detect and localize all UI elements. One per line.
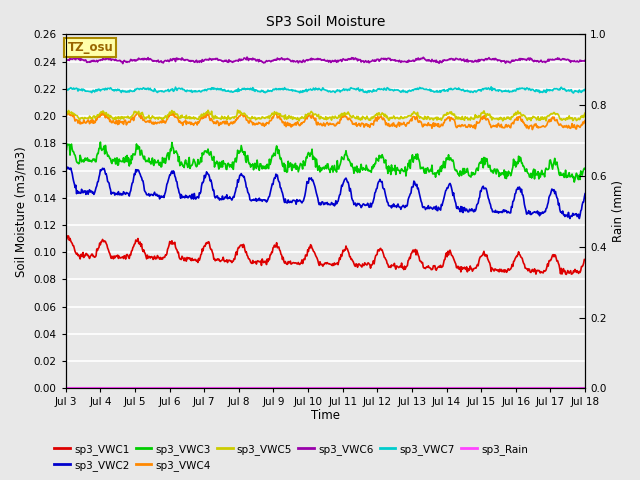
sp3_VWC5: [389, 115, 397, 121]
sp3_VWC3: [178, 161, 186, 167]
sp3_Rain: [71, 384, 79, 390]
sp3_VWC5: [62, 111, 70, 117]
sp3_VWC7: [487, 84, 495, 90]
sp3_VWC3: [71, 152, 79, 158]
X-axis label: Time: Time: [311, 409, 340, 422]
sp3_VWC2: [404, 197, 412, 203]
sp3_VWC3: [581, 166, 589, 172]
sp3_VWC6: [405, 57, 413, 63]
sp3_VWC6: [178, 55, 186, 61]
sp3_VWC6: [125, 59, 133, 65]
sp3_VWC5: [234, 107, 241, 113]
sp3_VWC5: [404, 113, 412, 119]
sp3_VWC6: [119, 61, 127, 67]
sp3_VWC4: [389, 120, 397, 126]
Line: sp3_VWC3: sp3_VWC3: [66, 142, 585, 182]
Text: TZ_osu: TZ_osu: [67, 41, 113, 54]
Line: sp3_VWC7: sp3_VWC7: [66, 87, 585, 93]
Line: sp3_VWC1: sp3_VWC1: [66, 236, 585, 275]
sp3_VWC4: [178, 120, 186, 126]
sp3_VWC3: [389, 166, 397, 171]
sp3_VWC2: [389, 204, 397, 209]
sp3_VWC1: [72, 250, 79, 256]
sp3_VWC7: [205, 86, 212, 92]
sp3_VWC7: [570, 90, 577, 96]
sp3_VWC3: [125, 163, 133, 169]
sp3_VWC2: [125, 193, 133, 199]
sp3_VWC3: [205, 152, 213, 158]
sp3_VWC1: [178, 253, 186, 259]
sp3_VWC6: [205, 56, 213, 61]
sp3_VWC1: [581, 257, 589, 263]
sp3_VWC1: [404, 258, 412, 264]
sp3_VWC7: [125, 88, 132, 94]
sp3_VWC1: [205, 241, 213, 247]
sp3_VWC6: [243, 54, 251, 60]
sp3_VWC4: [581, 118, 589, 123]
sp3_VWC3: [62, 145, 70, 151]
sp3_VWC2: [62, 168, 70, 174]
sp3_VWC7: [388, 87, 396, 93]
Title: SP3 Soil Moisture: SP3 Soil Moisture: [266, 15, 385, 29]
sp3_VWC3: [97, 139, 104, 145]
sp3_VWC3: [404, 160, 412, 166]
sp3_VWC1: [389, 263, 397, 269]
sp3_VWC5: [177, 115, 185, 120]
sp3_VWC2: [581, 191, 589, 196]
sp3_Rain: [125, 384, 132, 390]
sp3_VWC1: [563, 272, 570, 277]
sp3_VWC7: [71, 86, 79, 92]
sp3_Rain: [388, 384, 396, 390]
sp3_VWC1: [125, 255, 133, 261]
sp3_VWC7: [177, 85, 185, 91]
sp3_VWC6: [62, 57, 70, 63]
sp3_VWC1: [64, 233, 72, 239]
sp3_VWC7: [62, 87, 70, 93]
sp3_VWC4: [71, 118, 79, 124]
Y-axis label: Soil Moisture (m3/m3): Soil Moisture (m3/m3): [15, 146, 28, 277]
sp3_VWC6: [71, 57, 79, 62]
sp3_VWC5: [71, 112, 79, 118]
sp3_VWC5: [125, 115, 132, 120]
sp3_VWC5: [542, 118, 550, 124]
sp3_VWC4: [205, 115, 213, 121]
sp3_VWC1: [62, 236, 70, 242]
sp3_VWC2: [566, 216, 573, 221]
sp3_VWC7: [581, 88, 589, 94]
Line: sp3_VWC4: sp3_VWC4: [66, 111, 585, 130]
sp3_VWC4: [529, 127, 536, 132]
Line: sp3_VWC2: sp3_VWC2: [66, 167, 585, 218]
sp3_VWC2: [178, 195, 186, 201]
Line: sp3_VWC6: sp3_VWC6: [66, 57, 585, 64]
Y-axis label: Rain (mm): Rain (mm): [612, 180, 625, 242]
sp3_Rain: [62, 384, 70, 390]
Legend: sp3_VWC1, sp3_VWC2, sp3_VWC3, sp3_VWC4, sp3_VWC5, sp3_VWC6, sp3_VWC7, sp3_Rain: sp3_VWC1, sp3_VWC2, sp3_VWC3, sp3_VWC4, …: [50, 439, 532, 475]
sp3_VWC5: [581, 110, 589, 116]
sp3_Rain: [177, 384, 185, 390]
sp3_Rain: [205, 384, 212, 390]
Line: sp3_VWC5: sp3_VWC5: [66, 110, 585, 121]
sp3_VWC3: [570, 179, 578, 185]
sp3_VWC4: [404, 120, 412, 126]
sp3_VWC7: [404, 90, 412, 96]
sp3_VWC2: [72, 182, 79, 188]
sp3_VWC6: [390, 57, 397, 63]
sp3_VWC2: [64, 164, 72, 170]
sp3_VWC5: [205, 109, 212, 115]
sp3_Rain: [581, 384, 589, 390]
sp3_VWC2: [205, 174, 213, 180]
sp3_Rain: [404, 384, 412, 390]
sp3_VWC4: [62, 113, 70, 119]
sp3_VWC4: [99, 108, 106, 114]
sp3_VWC4: [125, 120, 133, 125]
sp3_VWC6: [581, 58, 589, 63]
